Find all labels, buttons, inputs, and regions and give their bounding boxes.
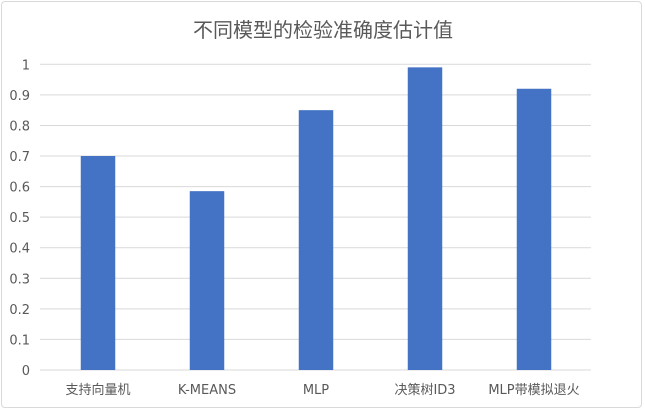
bar	[189, 191, 225, 370]
y-tick-label: 0.4	[9, 242, 30, 257]
y-tick-label: 0	[22, 364, 30, 379]
y-tick-label: 0.7	[9, 150, 30, 165]
x-tick-label: K-MEANS	[178, 383, 236, 398]
y-tick-label: 0.2	[9, 303, 30, 318]
y-tick-label: 0.1	[9, 333, 30, 348]
y-tick-label: 1	[22, 58, 30, 73]
y-tick-label: 0.6	[9, 181, 30, 196]
bar	[298, 110, 334, 370]
chart-title: 不同模型的检验准确度估计值	[193, 18, 453, 42]
y-tick-label: 0.8	[9, 119, 30, 134]
x-tick-label: 决策树ID3	[394, 382, 455, 398]
y-tick-label: 0.3	[9, 272, 30, 287]
bar	[80, 156, 116, 370]
x-tick-label: MLP	[303, 383, 329, 398]
y-tick-label: 0.5	[9, 211, 30, 226]
bar	[407, 67, 443, 371]
bar	[516, 88, 552, 371]
x-tick-label: 支持向量机	[65, 382, 130, 398]
x-tick-label: MLP带模拟退火	[488, 383, 579, 398]
y-tick-label: 0.9	[9, 89, 30, 104]
